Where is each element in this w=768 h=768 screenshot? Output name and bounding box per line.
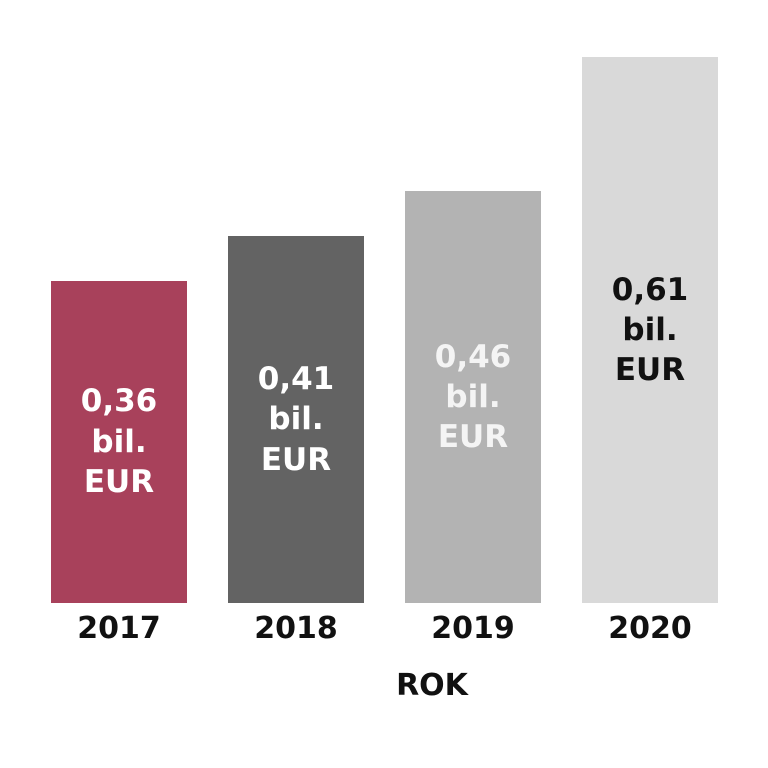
x-tick-label: 2017: [77, 611, 161, 646]
value-label: 0,41 bil. EUR: [257, 361, 335, 478]
bar: 0,36 bil. EUR: [51, 280, 187, 603]
bar: 0,61 bil. EUR: [582, 57, 718, 603]
x-axis-label: ROK: [396, 668, 468, 703]
x-tick-label: 2019: [431, 611, 515, 646]
bar: 0,46 bil. EUR: [405, 191, 541, 603]
value-label: 0,61 bil. EUR: [611, 271, 689, 389]
value-label: 0,46 bil. EUR: [434, 338, 512, 456]
bar: 0,41 bil. EUR: [228, 236, 364, 603]
value-label: 0,36 bil. EUR: [80, 383, 158, 501]
x-tick-label: 2018: [254, 611, 338, 646]
x-tick-label: 2020: [608, 611, 692, 646]
